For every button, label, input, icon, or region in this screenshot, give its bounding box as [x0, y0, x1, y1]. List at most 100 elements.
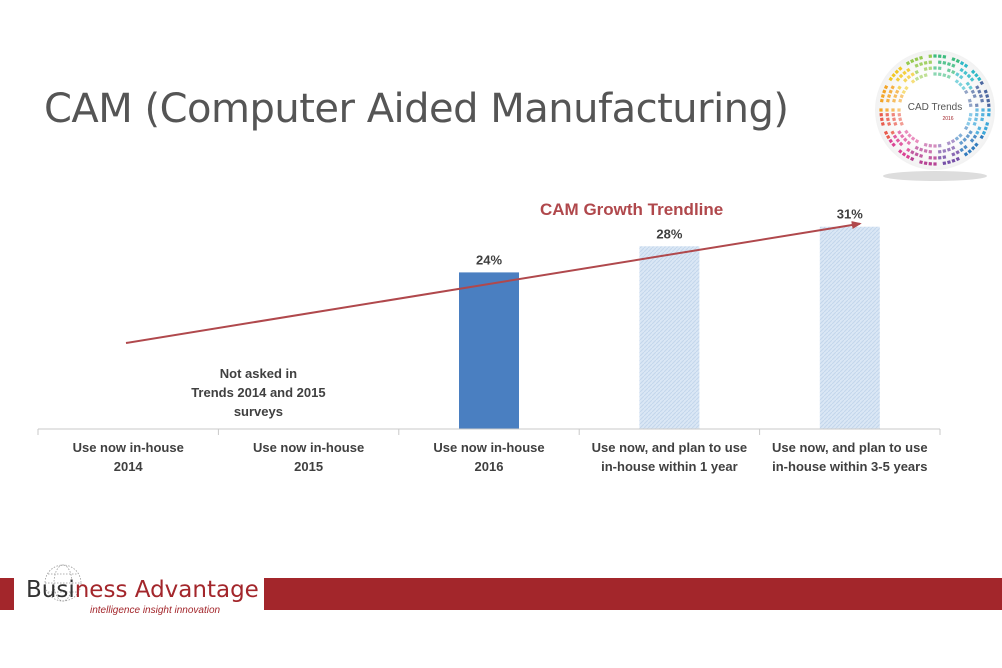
badge-ring-tile — [923, 73, 928, 78]
brand-name-part2: ness Advantage — [74, 577, 259, 603]
badge-ring-tile — [983, 126, 988, 131]
badge-ring-tile — [910, 58, 915, 64]
badge-ring-tile — [899, 121, 904, 126]
badge-ring-tile — [975, 130, 980, 135]
category-label-2-1: 2016 — [475, 459, 504, 474]
badge-ring-tile — [887, 121, 892, 126]
brand-name-part1: Busi — [26, 577, 75, 603]
badge-ring-tile — [980, 98, 984, 103]
bar-3 — [639, 246, 700, 429]
badge-ring-tile — [928, 66, 933, 71]
badge-ring-tile — [898, 98, 903, 103]
cad-trends-badge-logo: CAD Trends 2016 — [870, 48, 1000, 183]
badge-ring-tile — [937, 156, 942, 160]
badge-ring-tile — [958, 140, 964, 146]
badge-ring-tile — [968, 112, 973, 117]
badge-ring-tile — [937, 60, 942, 64]
badge-ring-tile — [880, 94, 885, 98]
badge-ring-tile — [937, 54, 942, 58]
badge-ring-tile — [919, 160, 923, 165]
badge-ring-tile — [905, 154, 911, 159]
brand-name: Business Advantage — [26, 577, 259, 603]
footer-band — [264, 578, 1002, 610]
badge-ring-tile — [946, 74, 951, 79]
badge-ring-tile — [886, 98, 890, 103]
badge-ring-tile — [937, 143, 942, 148]
badge-ring-tile — [891, 142, 896, 147]
badge-ring-tile — [923, 67, 928, 71]
globe-icon — [42, 562, 84, 604]
category-label-4-0: Use now, and plan to use — [772, 440, 928, 455]
badge-ring-tile — [947, 160, 951, 165]
badge-ring-tile — [986, 98, 991, 103]
badge-ring-tile — [968, 130, 973, 135]
badge-ring-tile — [968, 85, 973, 90]
badge-ring-tile — [888, 138, 893, 144]
badge-ring-tile — [942, 61, 947, 65]
badge-ring-tile — [951, 152, 956, 157]
badge-ring-tile — [885, 112, 889, 117]
badge-ring-tile — [901, 89, 907, 95]
badge-ring-tile — [888, 89, 893, 94]
badge-ring-tile — [942, 149, 947, 153]
badge-ring-tile — [981, 112, 985, 117]
badge-ring-tile — [987, 112, 991, 117]
badge-ring-tile — [974, 112, 979, 117]
badge-ring-tile — [975, 85, 980, 90]
badge-ring-tile — [892, 98, 896, 103]
badge-ring-tile — [985, 94, 990, 98]
badge-ring-tile — [919, 74, 924, 79]
badge-ring-tile — [919, 62, 924, 67]
badge-ring-tile — [898, 117, 903, 122]
badge-ring-tile — [967, 117, 972, 122]
badge-ring-tile — [901, 152, 907, 157]
badge-ring-tile — [886, 117, 890, 122]
badge-ring-tile — [910, 156, 915, 162]
badge-ring-tile — [972, 121, 977, 126]
category-label-3-1: in-house within 1 year — [601, 459, 738, 474]
badge-ring-tile — [981, 108, 985, 112]
badge-ring-tile — [963, 89, 969, 95]
badge-ring-tile — [891, 73, 896, 78]
badge-ring-tile — [969, 77, 975, 82]
badge-ring-tile — [974, 103, 979, 108]
badge-ring-tile — [963, 125, 969, 131]
badge-ring-tile — [933, 144, 937, 148]
annotation-line-0: Not asked in — [220, 366, 297, 381]
badge-ring-tile — [892, 134, 898, 139]
badge-ring-tile — [903, 137, 908, 142]
badge-ring-tile — [928, 143, 933, 148]
badge-ring-tile — [963, 63, 969, 68]
badge-ring-tile — [980, 117, 984, 122]
category-label-0-1: 2014 — [114, 459, 144, 474]
badge-ring-tile — [933, 162, 937, 166]
badge-ring-tile — [983, 89, 988, 94]
badge-ring-tile — [979, 134, 984, 140]
badge-ring-tile — [942, 155, 947, 159]
badge-ring-tile — [928, 156, 933, 160]
badge-ring-tile — [955, 156, 960, 162]
badge-ring-tile — [891, 108, 895, 112]
bar-value-label-4: 31% — [837, 207, 863, 222]
badge-ring-tile — [914, 70, 919, 75]
badge-ring-tile — [968, 103, 973, 108]
badge-ring-tile — [914, 57, 919, 62]
badge-ring-tile — [906, 67, 911, 73]
footer-left-strip — [0, 578, 14, 610]
badge-ring-tile — [959, 147, 964, 153]
badge-ring-tile — [970, 89, 975, 94]
category-label-1-0: Use now in-house — [253, 440, 364, 455]
badge-ring-tile — [897, 130, 902, 135]
badge-ring-tile — [965, 133, 971, 139]
badge-ring-tile — [942, 161, 947, 166]
badge-ring-tile — [914, 152, 919, 157]
badge-ring-tile — [928, 149, 933, 154]
badge-ring-tile — [961, 85, 966, 91]
category-label-4-1: in-house within 3-5 years — [772, 459, 927, 474]
badge-ring-tile — [955, 58, 960, 64]
badge-ring-tile — [987, 103, 991, 108]
badge-ring-tile — [967, 149, 972, 154]
badge-ring-tile — [959, 61, 965, 66]
badge-ring-tile — [914, 63, 919, 68]
badge-ring-tile — [946, 68, 951, 73]
